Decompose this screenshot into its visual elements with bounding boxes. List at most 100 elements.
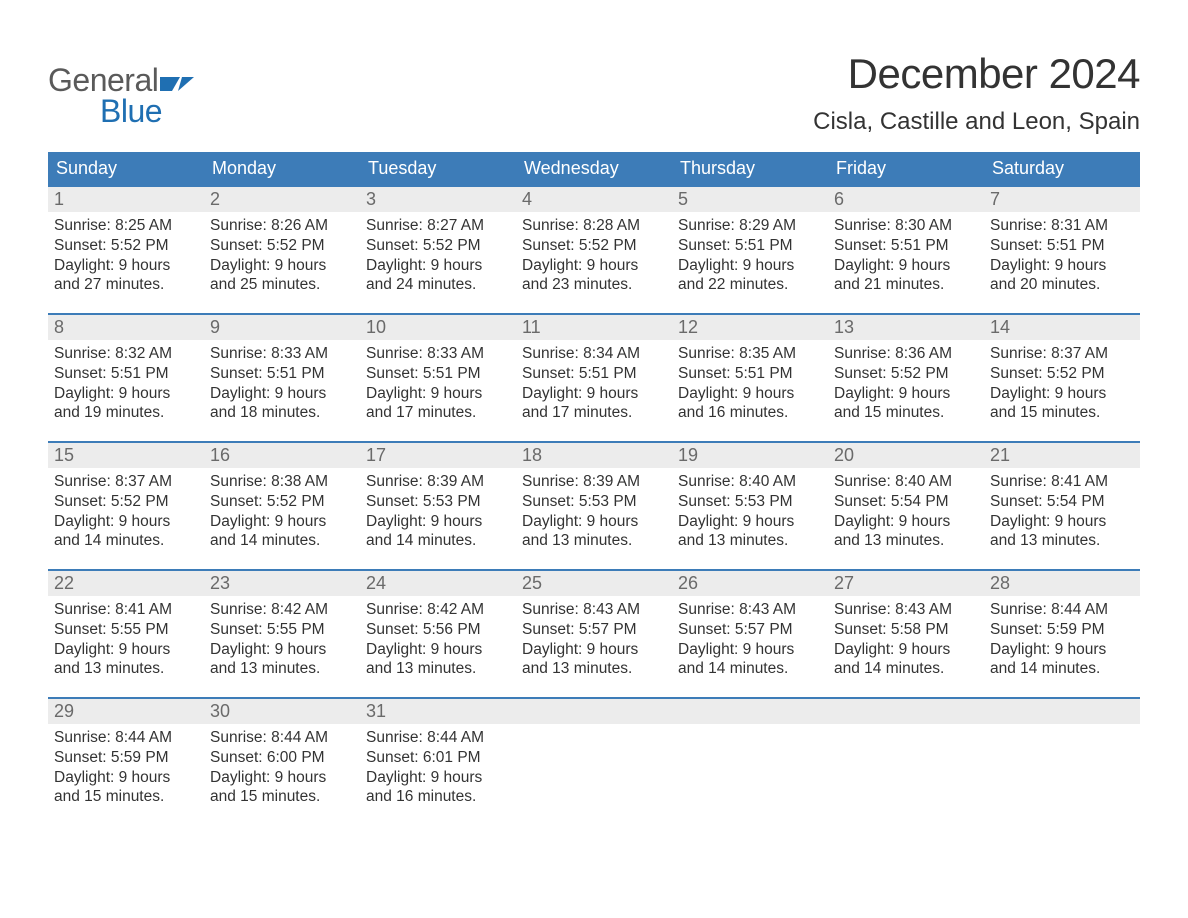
sunrise-text: Sunrise: 8:41 AM xyxy=(54,600,198,620)
day-cell xyxy=(672,699,828,825)
daylight-text-1: Daylight: 9 hours xyxy=(834,640,978,660)
daylight-text-2: and 20 minutes. xyxy=(990,275,1134,295)
day-cell: 21Sunrise: 8:41 AMSunset: 5:54 PMDayligh… xyxy=(984,443,1140,569)
daylight-text-1: Daylight: 9 hours xyxy=(834,384,978,404)
daylight-text-2: and 21 minutes. xyxy=(834,275,978,295)
day-number xyxy=(984,699,1140,724)
daylight-text-2: and 14 minutes. xyxy=(678,659,822,679)
daylight-text-2: and 17 minutes. xyxy=(522,403,666,423)
sunrise-text: Sunrise: 8:44 AM xyxy=(990,600,1134,620)
sunrise-text: Sunrise: 8:26 AM xyxy=(210,216,354,236)
day-number: 6 xyxy=(828,187,984,212)
weekday-header: Tuesday xyxy=(360,152,516,185)
daylight-text-1: Daylight: 9 hours xyxy=(366,768,510,788)
daylight-text-2: and 13 minutes. xyxy=(834,531,978,551)
sunrise-text: Sunrise: 8:35 AM xyxy=(678,344,822,364)
day-number: 4 xyxy=(516,187,672,212)
month-title: December 2024 xyxy=(813,50,1140,98)
sunset-text: Sunset: 5:58 PM xyxy=(834,620,978,640)
sunset-text: Sunset: 5:51 PM xyxy=(678,236,822,256)
daylight-text-1: Daylight: 9 hours xyxy=(210,768,354,788)
day-details: Sunrise: 8:41 AMSunset: 5:54 PMDaylight:… xyxy=(984,468,1140,551)
day-details: Sunrise: 8:41 AMSunset: 5:55 PMDaylight:… xyxy=(48,596,204,679)
day-number: 22 xyxy=(48,571,204,596)
day-cell: 1Sunrise: 8:25 AMSunset: 5:52 PMDaylight… xyxy=(48,187,204,313)
daylight-text-2: and 17 minutes. xyxy=(366,403,510,423)
day-number: 5 xyxy=(672,187,828,212)
sunrise-text: Sunrise: 8:40 AM xyxy=(834,472,978,492)
day-details: Sunrise: 8:42 AMSunset: 5:56 PMDaylight:… xyxy=(360,596,516,679)
sunset-text: Sunset: 5:52 PM xyxy=(366,236,510,256)
sunset-text: Sunset: 5:57 PM xyxy=(678,620,822,640)
day-number: 23 xyxy=(204,571,360,596)
daylight-text-2: and 23 minutes. xyxy=(522,275,666,295)
day-cell: 8Sunrise: 8:32 AMSunset: 5:51 PMDaylight… xyxy=(48,315,204,441)
day-cell: 10Sunrise: 8:33 AMSunset: 5:51 PMDayligh… xyxy=(360,315,516,441)
day-details: Sunrise: 8:40 AMSunset: 5:53 PMDaylight:… xyxy=(672,468,828,551)
daylight-text-1: Daylight: 9 hours xyxy=(990,640,1134,660)
day-details: Sunrise: 8:40 AMSunset: 5:54 PMDaylight:… xyxy=(828,468,984,551)
day-cell: 18Sunrise: 8:39 AMSunset: 5:53 PMDayligh… xyxy=(516,443,672,569)
daylight-text-1: Daylight: 9 hours xyxy=(210,512,354,532)
sunset-text: Sunset: 5:57 PM xyxy=(522,620,666,640)
daylight-text-2: and 19 minutes. xyxy=(54,403,198,423)
day-cell: 13Sunrise: 8:36 AMSunset: 5:52 PMDayligh… xyxy=(828,315,984,441)
day-cell: 20Sunrise: 8:40 AMSunset: 5:54 PMDayligh… xyxy=(828,443,984,569)
day-details: Sunrise: 8:43 AMSunset: 5:57 PMDaylight:… xyxy=(516,596,672,679)
daylight-text-1: Daylight: 9 hours xyxy=(522,384,666,404)
sunset-text: Sunset: 5:51 PM xyxy=(834,236,978,256)
day-details: Sunrise: 8:43 AMSunset: 5:58 PMDaylight:… xyxy=(828,596,984,679)
daylight-text-1: Daylight: 9 hours xyxy=(54,512,198,532)
sunrise-text: Sunrise: 8:34 AM xyxy=(522,344,666,364)
day-details: Sunrise: 8:42 AMSunset: 5:55 PMDaylight:… xyxy=(204,596,360,679)
sunrise-text: Sunrise: 8:37 AM xyxy=(54,472,198,492)
day-cell: 19Sunrise: 8:40 AMSunset: 5:53 PMDayligh… xyxy=(672,443,828,569)
sunset-text: Sunset: 5:55 PM xyxy=(54,620,198,640)
sunrise-text: Sunrise: 8:31 AM xyxy=(990,216,1134,236)
day-details: Sunrise: 8:30 AMSunset: 5:51 PMDaylight:… xyxy=(828,212,984,295)
sunrise-text: Sunrise: 8:41 AM xyxy=(990,472,1134,492)
day-number: 21 xyxy=(984,443,1140,468)
day-number xyxy=(516,699,672,724)
daylight-text-2: and 18 minutes. xyxy=(210,403,354,423)
calendar: Sunday Monday Tuesday Wednesday Thursday… xyxy=(48,152,1140,825)
daylight-text-2: and 13 minutes. xyxy=(990,531,1134,551)
sunset-text: Sunset: 5:52 PM xyxy=(990,364,1134,384)
day-cell: 22Sunrise: 8:41 AMSunset: 5:55 PMDayligh… xyxy=(48,571,204,697)
daylight-text-1: Daylight: 9 hours xyxy=(990,384,1134,404)
day-number: 27 xyxy=(828,571,984,596)
day-details: Sunrise: 8:37 AMSunset: 5:52 PMDaylight:… xyxy=(984,340,1140,423)
day-details: Sunrise: 8:43 AMSunset: 5:57 PMDaylight:… xyxy=(672,596,828,679)
sunrise-text: Sunrise: 8:33 AM xyxy=(366,344,510,364)
day-cell xyxy=(828,699,984,825)
day-number: 31 xyxy=(360,699,516,724)
week-row: 15Sunrise: 8:37 AMSunset: 5:52 PMDayligh… xyxy=(48,441,1140,569)
day-number: 3 xyxy=(360,187,516,212)
sunrise-text: Sunrise: 8:25 AM xyxy=(54,216,198,236)
day-cell: 15Sunrise: 8:37 AMSunset: 5:52 PMDayligh… xyxy=(48,443,204,569)
weeks-container: 1Sunrise: 8:25 AMSunset: 5:52 PMDaylight… xyxy=(48,185,1140,825)
daylight-text-2: and 14 minutes. xyxy=(834,659,978,679)
daylight-text-2: and 13 minutes. xyxy=(210,659,354,679)
daylight-text-2: and 14 minutes. xyxy=(366,531,510,551)
sunset-text: Sunset: 5:53 PM xyxy=(366,492,510,512)
day-details: Sunrise: 8:31 AMSunset: 5:51 PMDaylight:… xyxy=(984,212,1140,295)
sunset-text: Sunset: 5:52 PM xyxy=(210,492,354,512)
daylight-text-1: Daylight: 9 hours xyxy=(678,512,822,532)
sunset-text: Sunset: 6:01 PM xyxy=(366,748,510,768)
sunrise-text: Sunrise: 8:30 AM xyxy=(834,216,978,236)
weekday-header-row: Sunday Monday Tuesday Wednesday Thursday… xyxy=(48,152,1140,185)
daylight-text-1: Daylight: 9 hours xyxy=(210,384,354,404)
sunrise-text: Sunrise: 8:43 AM xyxy=(678,600,822,620)
daylight-text-2: and 15 minutes. xyxy=(834,403,978,423)
weekday-header: Saturday xyxy=(984,152,1140,185)
sunset-text: Sunset: 5:53 PM xyxy=(678,492,822,512)
daylight-text-2: and 13 minutes. xyxy=(522,659,666,679)
sunrise-text: Sunrise: 8:43 AM xyxy=(834,600,978,620)
sunset-text: Sunset: 5:51 PM xyxy=(990,236,1134,256)
day-number: 15 xyxy=(48,443,204,468)
sunrise-text: Sunrise: 8:39 AM xyxy=(366,472,510,492)
day-number: 19 xyxy=(672,443,828,468)
day-number: 8 xyxy=(48,315,204,340)
daylight-text-2: and 22 minutes. xyxy=(678,275,822,295)
